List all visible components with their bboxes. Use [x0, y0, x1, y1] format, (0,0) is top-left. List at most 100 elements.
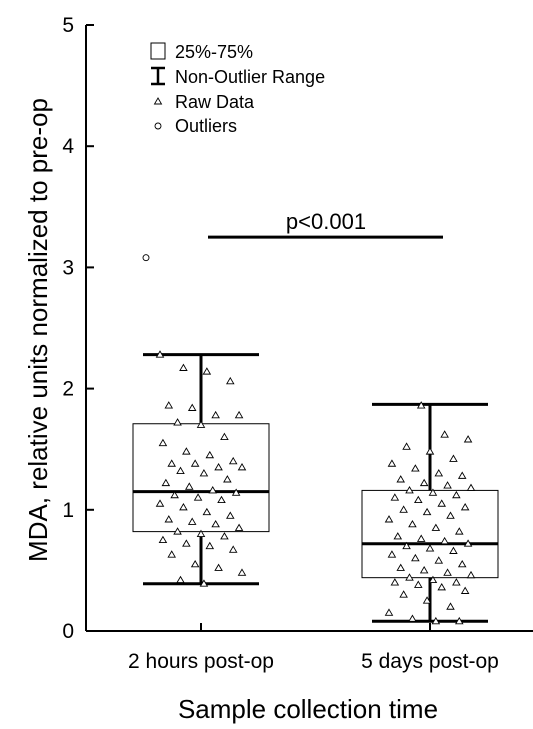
raw-data-point: [170, 490, 179, 499]
y-axis: 0 1 2 3 4 5: [62, 14, 94, 643]
raw-data-point: [193, 493, 203, 501]
raw-data-point: [158, 535, 168, 544]
raw-data-point: [446, 511, 455, 519]
raw-data-point: [396, 563, 405, 571]
raw-data-point: [173, 418, 182, 426]
raw-data-point: [419, 478, 429, 487]
raw-data-point: [167, 459, 176, 467]
raw-data-point: [431, 616, 441, 625]
raw-data-point: [182, 539, 191, 547]
raw-data-point: [434, 469, 444, 477]
raw-data-point: [196, 420, 206, 428]
raw-data-point: [466, 483, 476, 491]
raw-data-point: [408, 519, 417, 528]
raw-data-point: [176, 575, 185, 584]
raw-data-point: [428, 575, 438, 584]
raw-data-point: [402, 442, 411, 450]
iqr-box: [132, 423, 270, 533]
box-group: [132, 254, 270, 587]
raw-data-point: [428, 488, 438, 496]
raw-data-point: [237, 568, 247, 576]
raw-data-point: [463, 435, 473, 443]
raw-data-point: [387, 459, 397, 467]
raw-data-point: [199, 469, 209, 477]
raw-data-point: [390, 493, 400, 501]
raw-data-point: [440, 430, 449, 438]
raw-data-point: [455, 527, 464, 535]
raw-data-point: [402, 541, 411, 550]
raw-data-point: [449, 454, 458, 462]
raw-data-point: [231, 488, 241, 496]
raw-data-point: [387, 550, 397, 558]
y-tick-label: 5: [62, 14, 74, 37]
raw-data-point: [220, 532, 229, 540]
raw-data-point: [384, 515, 394, 523]
y-tick-label: 3: [62, 256, 74, 279]
raw-data-point: [437, 499, 446, 507]
raw-data-point: [161, 478, 171, 487]
raw-data-point: [173, 527, 182, 535]
raw-data-point: [416, 401, 426, 409]
raw-data-point: [155, 499, 165, 507]
raw-data-point: [187, 517, 197, 525]
raw-data-point: [466, 570, 476, 579]
raw-data-point: [396, 475, 405, 483]
legend: 25%-75% Non-Outlier Range Raw Data Outli…: [150, 42, 325, 136]
raw-data-point: [211, 519, 220, 528]
raw-data-point: [452, 578, 461, 586]
raw-data-point: [460, 502, 470, 511]
raw-data-point: [226, 376, 235, 385]
legend-whisker-symbol: [151, 66, 165, 86]
raw-data-point: [176, 466, 185, 474]
raw-data-point: [202, 507, 212, 516]
x-axis: 2 hours post-op 5 days post-op: [86, 623, 533, 673]
raw-data-point: [422, 596, 432, 604]
raw-data-point: [431, 523, 441, 531]
raw-data-point: [446, 602, 455, 610]
raw-data-point: [414, 495, 423, 504]
iqr-box: [361, 489, 499, 579]
y-tick-label: 2: [62, 378, 74, 401]
x-tick-label: 2 hours post-op: [128, 650, 274, 673]
raw-data-point: [179, 502, 188, 511]
raw-data-point: [205, 450, 215, 459]
x-axis-title: Sample collection time: [178, 694, 438, 724]
raw-data-point: [155, 350, 165, 358]
raw-data-point: [414, 580, 423, 588]
legend-label-box: 25%-75%: [175, 42, 253, 62]
legend-box-symbol: [150, 42, 166, 60]
raw-data-point: [457, 559, 467, 568]
raw-data-point: [411, 464, 420, 472]
legend-raw-symbol: [153, 97, 163, 105]
raw-data-point: [211, 410, 220, 419]
raw-data-point: [234, 523, 244, 531]
raw-data-point: [164, 515, 174, 523]
raw-data-point: [167, 550, 176, 558]
raw-data-point: [202, 367, 212, 375]
raw-data-point: [399, 505, 408, 513]
legend-outlier-symbol: [154, 122, 162, 130]
raw-data-point: [208, 486, 217, 494]
raw-data-point: [220, 432, 229, 441]
raw-data-point: [452, 490, 461, 499]
legend-label-whisker: Non-Outlier Range: [175, 67, 325, 87]
box-plot-area: [132, 254, 499, 625]
raw-data-point: [164, 401, 174, 409]
raw-data-point: [405, 486, 414, 494]
raw-data-point: [182, 447, 191, 455]
raw-data-point: [443, 568, 452, 576]
raw-data-point: [199, 579, 209, 587]
raw-data-point: [399, 590, 408, 598]
raw-data-point: [419, 566, 429, 574]
y-tick-label: 1: [62, 499, 74, 522]
raw-data-point: [185, 482, 194, 490]
raw-data-point: [408, 614, 417, 622]
raw-data-point: [384, 608, 394, 616]
raw-data-point: [214, 462, 223, 471]
raw-data-point: [393, 532, 403, 540]
raw-data-point: [228, 456, 238, 465]
raw-data-point: [214, 563, 223, 571]
raw-data-point: [190, 459, 200, 467]
raw-data-point: [237, 462, 247, 471]
